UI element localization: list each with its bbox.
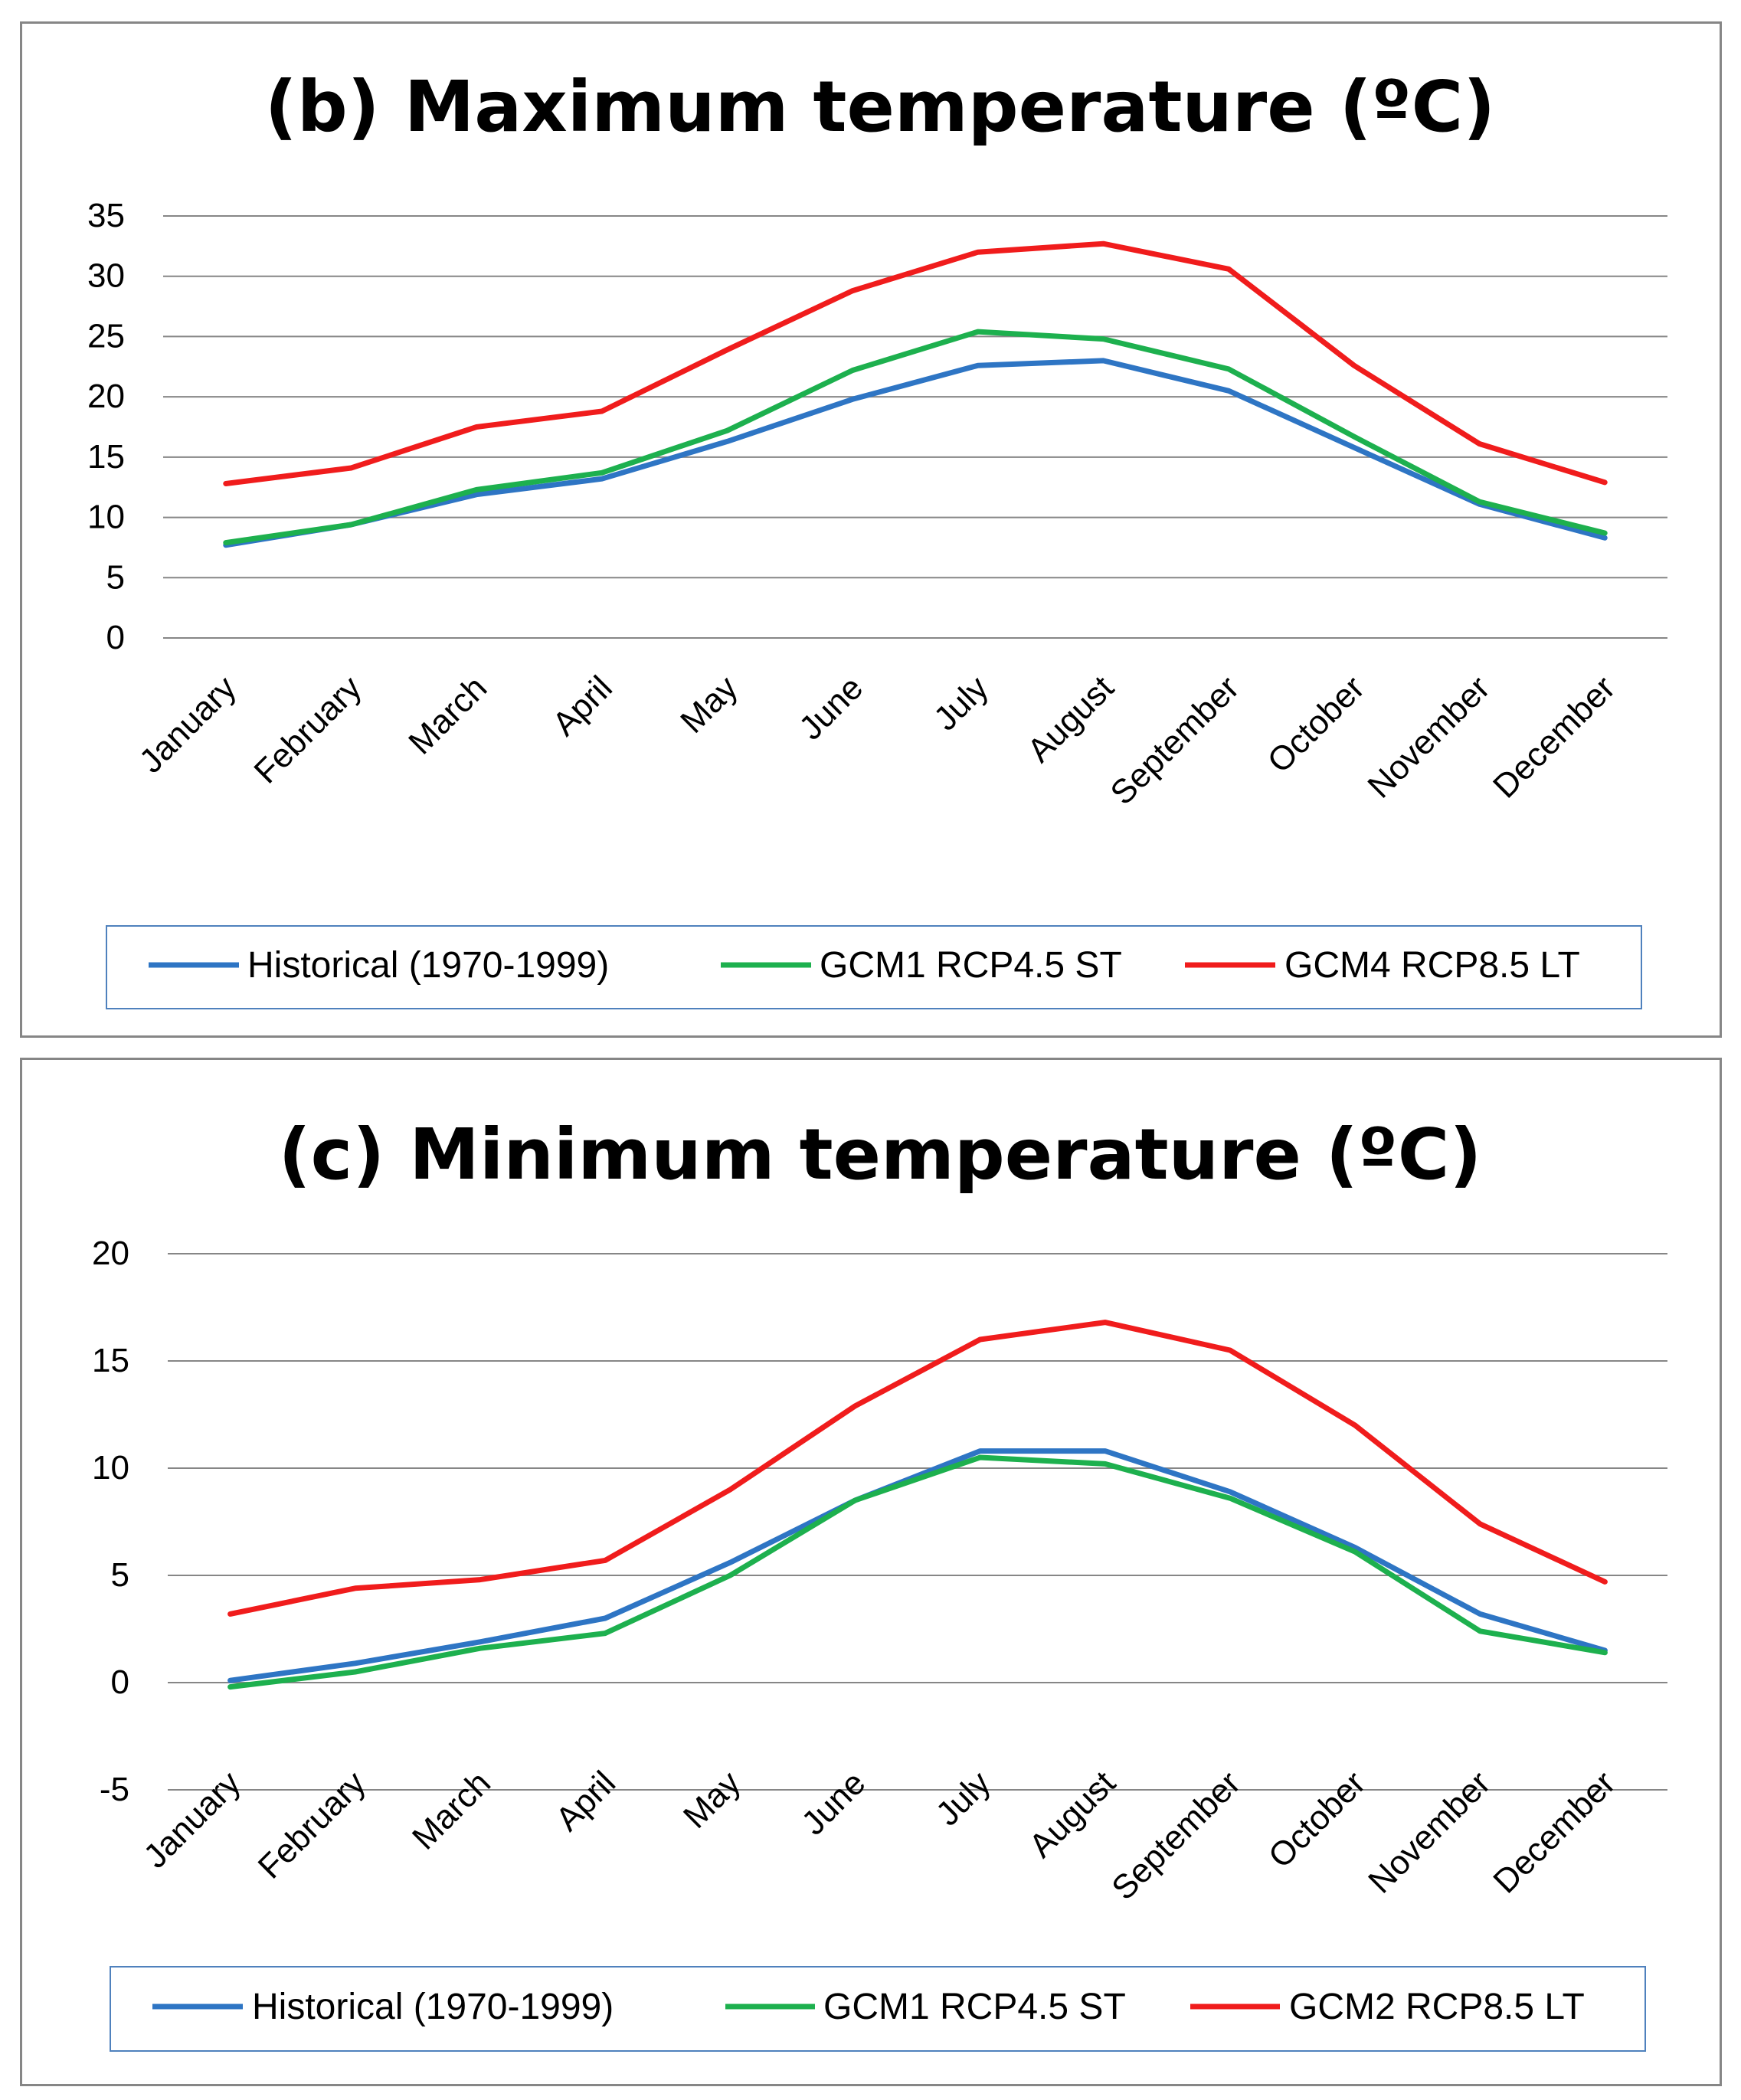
- x-tick-label: October: [1262, 1764, 1373, 1875]
- x-tick-label: March: [405, 1764, 498, 1856]
- x-tick-label: June: [792, 669, 870, 747]
- y-tick-label: 10: [92, 1449, 129, 1487]
- chart-title: (b) Maximum temperature (ºC): [265, 66, 1495, 148]
- legend-label: Historical (1970-1999): [252, 1987, 614, 2027]
- legend-box: [106, 925, 1642, 1009]
- x-tick-label: July: [929, 1764, 998, 1833]
- x-tick-label: July: [927, 669, 996, 738]
- x-tick-label: May: [673, 669, 745, 740]
- x-tick-label: March: [401, 669, 494, 761]
- x-tick-label: November: [1361, 1764, 1497, 1900]
- y-tick-label: 15: [87, 438, 125, 476]
- series-line: [223, 240, 1608, 486]
- x-tick-label: November: [1360, 669, 1497, 805]
- x-tick-label: January: [136, 1764, 247, 1875]
- legend-label: GCM1 RCP4.5 ST: [820, 945, 1122, 986]
- x-tick-label: September: [1103, 669, 1246, 812]
- legend-box: [110, 1966, 1646, 2052]
- x-tick-label: April: [545, 669, 620, 743]
- y-tick-label: 35: [87, 197, 125, 234]
- x-tick-label: May: [676, 1764, 748, 1835]
- y-tick-label: 30: [87, 257, 125, 295]
- y-tick-label: 25: [87, 317, 125, 355]
- y-tick-label: 20: [87, 378, 125, 415]
- x-tick-label: December: [1486, 669, 1622, 805]
- y-tick-label: 15: [92, 1342, 129, 1379]
- min-temperature-chart-panel: (c) Minimum temperature (ºC) -5 0 5 10 15 20 Ja…: [20, 1058, 1722, 2086]
- x-tick-label: February: [247, 669, 368, 790]
- series-line: [223, 358, 1608, 548]
- x-tick-label: August: [1022, 1764, 1123, 1865]
- y-tick-label: 20: [92, 1235, 129, 1272]
- series-line: [227, 1320, 1608, 1617]
- y-tick-label: -5: [100, 1771, 129, 1808]
- series-line: [223, 329, 1608, 546]
- legend-label: GCM2 RCP8.5 LT: [1289, 1987, 1585, 2027]
- x-tick-label: February: [251, 1764, 373, 1886]
- legend-label: Historical (1970-1999): [247, 945, 609, 986]
- y-tick-label: 5: [111, 1556, 129, 1594]
- min-temperature-chart: (c) Minimum temperature (ºC) -5 0 5 10 15 20 Ja…: [92, 1114, 1667, 2052]
- series-line: [227, 1454, 1608, 1690]
- y-tick-label: 10: [87, 499, 125, 536]
- max-temperature-chart: (b) Maximum temperature (ºC) 0 5 10 15 20 25 30…: [87, 66, 1667, 1009]
- legend-label: GCM4 RCP8.5 LT: [1284, 945, 1580, 986]
- x-tick-label: April: [548, 1764, 623, 1838]
- x-tick-label: December: [1486, 1764, 1622, 1900]
- x-tick-label: August: [1020, 669, 1121, 770]
- legend-label: GCM1 RCP4.5 ST: [823, 1987, 1126, 2027]
- y-tick-label: 0: [106, 619, 125, 656]
- max-temperature-chart-panel: (b) Maximum temperature (ºC) 0 5 10 15 20 25 30…: [20, 21, 1722, 1038]
- series-line: [227, 1448, 1608, 1683]
- y-tick-label: 5: [106, 558, 125, 596]
- y-tick-label: 0: [111, 1663, 129, 1701]
- x-tick-label: January: [133, 669, 244, 780]
- x-tick-label: June: [794, 1764, 872, 1842]
- chart-title: (c) Minimum temperature (ºC): [279, 1114, 1482, 1196]
- x-tick-label: September: [1104, 1764, 1248, 1907]
- x-tick-label: October: [1261, 669, 1372, 780]
